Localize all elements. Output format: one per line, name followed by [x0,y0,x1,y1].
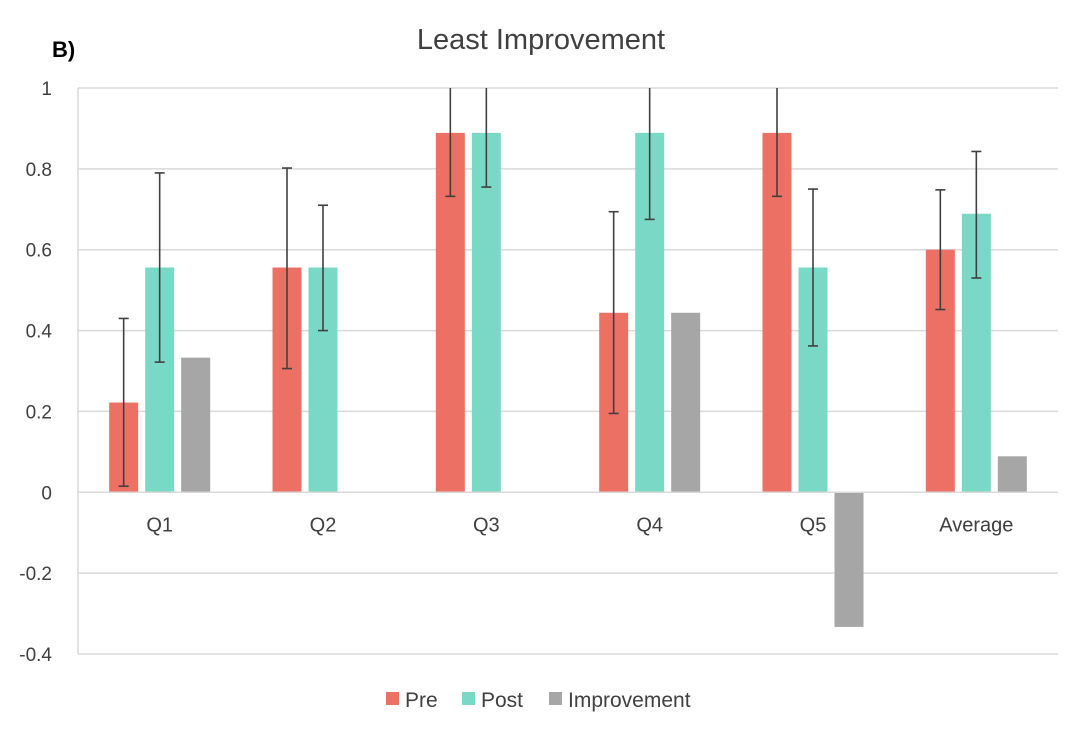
x-tick-label: Q4 [636,514,663,536]
y-tick-label: 0.2 [26,402,52,423]
bars [109,132,1027,627]
y-tick-label: 0 [41,483,52,504]
panel-label: B) [52,37,75,62]
x-tick-label: Q5 [800,514,827,536]
legend-swatch [386,692,399,705]
category-labels: Q1 Q2 Q3 Q4 Q5 Average [146,514,1013,536]
x-tick-label: Q3 [473,514,500,536]
gridlines [77,87,1058,655]
x-tick-label: Average [939,514,1013,536]
y-tick-label: -0.4 [19,645,52,666]
y-tick-label: 1 [41,79,52,100]
bar [997,456,1027,493]
legend-label: Post [481,689,523,712]
chart-title: Least Improvement [417,24,665,56]
legend-swatch [549,692,562,705]
legend-label: Improvement [568,689,691,712]
legend: Pre Post Improvement [386,689,691,712]
legend-label: Pre [405,689,438,712]
y-tick-label: 0.8 [26,160,52,181]
bar [471,132,501,493]
bar [834,492,864,627]
y-axis-ticks: 1 0.8 0.6 0.4 0.2 0 -0.2 -0.4 [19,79,52,666]
y-tick-label: 0.6 [26,241,52,262]
bar [181,357,211,493]
x-tick-label: Q1 [146,514,173,536]
y-tick-label: 0.4 [26,322,53,343]
bar [671,312,701,493]
y-tick-label: -0.2 [19,564,52,585]
x-tick-label: Q2 [310,514,337,536]
error-bars [118,88,982,488]
legend-swatch [462,692,475,705]
